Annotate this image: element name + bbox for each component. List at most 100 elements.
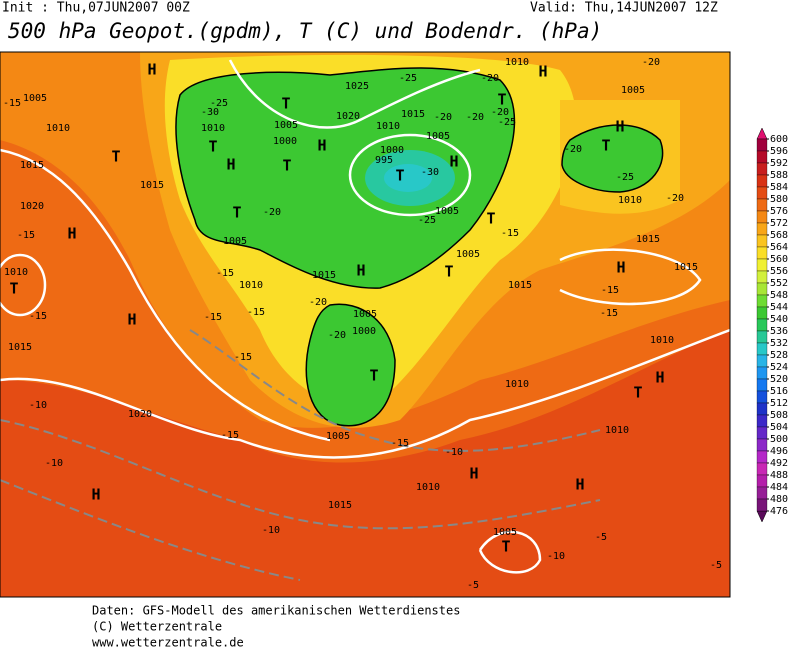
contour-label: 1010: [618, 195, 642, 206]
colorbar-tick-label: 492: [770, 458, 788, 469]
pressure-center-label: H: [655, 369, 664, 387]
pressure-center-label: T: [208, 138, 217, 156]
colorbar-tick-label: 600: [770, 134, 788, 145]
contour-label: 1005: [326, 431, 350, 442]
contour-label: 1010: [4, 267, 28, 278]
colorbar-tick-label: 572: [770, 218, 788, 229]
colorbar-cell: [756, 222, 768, 236]
pressure-center-label: H: [575, 476, 584, 494]
colorbar-cell: [756, 282, 768, 296]
map-title: 500 hPa Geopot.(gpdm), T (C) und Bodendr…: [8, 19, 602, 43]
contour-label: -15: [600, 308, 618, 319]
pressure-center-label: T: [633, 384, 642, 402]
colorbar-tick-label: 576: [770, 206, 788, 217]
contour-label: 1010: [505, 379, 529, 390]
colorbar-tick-label: 568: [770, 230, 788, 241]
contour-label: -20: [328, 330, 346, 341]
contour-label: 1020: [128, 409, 152, 420]
init-time: Init : Thu,07JUN2007 00Z: [2, 1, 190, 16]
colorbar-tick-label: 580: [770, 194, 788, 205]
contour-label: -15: [29, 311, 47, 322]
contour-label: -5: [710, 560, 722, 571]
map-area: [0, 51, 731, 598]
colorbar-cell: [756, 498, 768, 512]
colorbar-tick-label: 532: [770, 338, 788, 349]
colorbar: 6005965925885845805765725685645605565525…: [756, 127, 788, 523]
colorbar-tick-label: 512: [770, 398, 788, 409]
contour-label: 1010: [376, 121, 400, 132]
contour-label: -5: [467, 580, 479, 591]
colorbar-cell: [756, 390, 768, 404]
contour-label: 1010: [650, 335, 674, 346]
colorbar-cell: [756, 174, 768, 188]
colorbar-cell: [756, 198, 768, 212]
map-labels: H H 1010 1005 -20 1005 -15 1010 T 1015 1015 1020 -15…: [3, 57, 722, 591]
contour-label: -15: [17, 230, 35, 241]
colorbar-cell: [756, 306, 768, 320]
colorbar-cell: [756, 270, 768, 284]
contour-label: 1010: [505, 57, 529, 68]
contour-label: 1015: [328, 500, 352, 511]
contour-label: -20: [564, 144, 582, 155]
colorbar-tick-label: 488: [770, 470, 788, 481]
valid-time: Valid: Thu,14JUN2007 12Z: [530, 1, 718, 16]
colorbar-cell: [756, 378, 768, 392]
colorbar-tick-label: 592: [770, 158, 788, 169]
contour-label: -25: [418, 215, 436, 226]
contour-label: -25: [399, 73, 417, 84]
colorbar-tick-label: 540: [770, 314, 788, 325]
footer-source: Daten: GFS-Modell des amerikanischen Wet…: [92, 604, 460, 618]
contour-label: -20: [434, 112, 452, 123]
pressure-center-label: H: [127, 311, 136, 329]
colorbar-tick-label: 584: [770, 182, 788, 193]
contour-label: 1005: [493, 527, 517, 538]
colorbar-tick-label: 508: [770, 410, 788, 421]
contour-label: 1015: [636, 234, 660, 245]
colorbar-cell: [756, 414, 768, 428]
contour-label: 1000: [352, 326, 376, 337]
map-frame: [0, 51, 731, 598]
colorbar-cell: [756, 162, 768, 176]
contour-label: -20: [481, 73, 499, 84]
colorbar-cell: [756, 330, 768, 344]
contour-label: -30: [421, 167, 439, 178]
contour-label: 1005: [456, 249, 480, 260]
colorbar-cell: [756, 258, 768, 272]
pressure-center-label: H: [67, 225, 76, 243]
contour-label: 1005: [274, 120, 298, 131]
contour-label: 1015: [20, 160, 44, 171]
contour-label: 1015: [401, 109, 425, 120]
contour-label: -25: [498, 117, 516, 128]
colorbar-cell: [756, 474, 768, 488]
footer-url: www.wetterzentrale.de: [92, 636, 244, 648]
pressure-center-label: T: [501, 538, 510, 556]
colorbar-cell: [756, 150, 768, 164]
contour-label: 1015: [140, 180, 164, 191]
pressure-center-label: H: [226, 156, 235, 174]
contour-label: 1015: [508, 280, 532, 291]
pressure-center-label: T: [9, 280, 18, 298]
colorbar-tick-label: 476: [770, 506, 788, 517]
contour-label: 1020: [336, 111, 360, 122]
contour-label: -15: [247, 307, 265, 318]
contour-label: -10: [45, 458, 63, 469]
colorbar-cell: [756, 426, 768, 440]
colorbar-tick-label: 528: [770, 350, 788, 361]
pressure-center-label: T: [395, 167, 404, 185]
contour-label: 1010: [201, 123, 225, 134]
pressure-center-label: T: [444, 263, 453, 281]
footer-copyright: (C) Wetterzentrale: [92, 620, 222, 634]
pressure-center-label: T: [486, 210, 495, 228]
contour-label: -10: [262, 525, 280, 536]
pressure-center-label: T: [369, 367, 378, 385]
colorbar-tick-label: 556: [770, 266, 788, 277]
colorbar-cell: [756, 186, 768, 200]
colorbar-tick-label: 596: [770, 146, 788, 157]
colorbar-cell: [756, 354, 768, 368]
contour-label: 1005: [426, 131, 450, 142]
colorbar-cell: [756, 246, 768, 260]
contour-label: 1010: [239, 280, 263, 291]
pressure-center-label: T: [497, 91, 506, 109]
